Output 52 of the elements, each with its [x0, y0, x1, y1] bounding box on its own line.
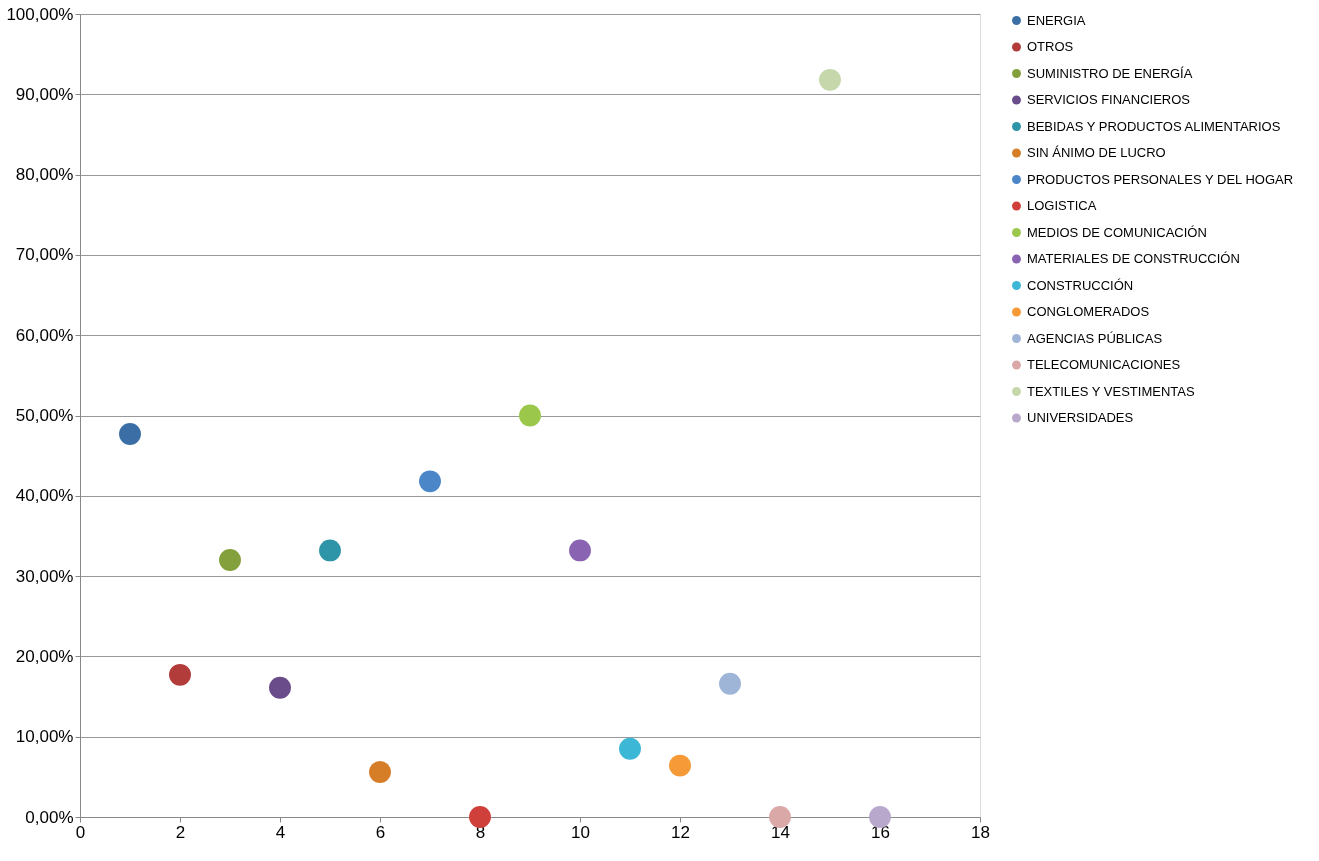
point — [319, 539, 341, 562]
legend-label: TEXTILES Y VESTIMENTAS — [1027, 383, 1195, 399]
point — [819, 68, 841, 91]
y-tick-label: 50,00% — [15, 406, 74, 425]
point — [569, 539, 591, 562]
legend-label: LOGISTICA — [1027, 198, 1097, 213]
point — [219, 549, 241, 571]
point — [719, 672, 741, 695]
point — [669, 754, 691, 777]
y-tick-label: 40,00% — [15, 486, 74, 506]
x-tick-label: 14 — [771, 822, 790, 842]
point — [619, 737, 641, 760]
point — [269, 676, 291, 699]
point — [469, 806, 491, 828]
x-tick-label: 10 — [571, 822, 590, 842]
y-tick-label: 100,00% — [6, 4, 74, 24]
legend-label: CONGLOMERADOS — [1027, 304, 1150, 319]
point — [419, 470, 441, 493]
x-tick-label: 16 — [871, 822, 890, 842]
x-tick-label: 4 — [275, 822, 286, 842]
y-tick-label: 70,00% — [15, 245, 74, 265]
legend-label: PRODUCTOS PERSONALES Y DEL HOGAR — [1027, 171, 1294, 187]
point — [869, 806, 891, 828]
legend-label: ENERGIA — [1027, 12, 1086, 28]
legend-label: MATERIALES DE CONSTRUCCIÓN — [1027, 251, 1240, 266]
legend-label: AGENCIAS PÚBLICAS — [1027, 330, 1163, 346]
x-tick-label: 0 — [75, 822, 86, 842]
legend-label: TELECOMUNICACIONES — [1027, 357, 1181, 372]
legend-label: CONSTRUCCIÓN — [1027, 277, 1134, 293]
legend-label: OTROS — [1027, 39, 1074, 54]
x-tick-label: 2 — [175, 822, 186, 842]
legend-label: MEDIOS DE COMUNICACIÓN — [1027, 224, 1207, 240]
point — [169, 663, 191, 686]
legend-label: SERVICIOS FINANCIEROS — [1027, 92, 1191, 107]
point — [119, 423, 141, 445]
x-tick-label: 18 — [971, 822, 990, 842]
x-tick-label: 12 — [671, 822, 690, 842]
y-tick-label: 90,00% — [15, 84, 74, 104]
point — [519, 404, 541, 427]
y-tick-label: 30,00% — [15, 566, 74, 586]
y-tick-label: 0,00% — [25, 807, 74, 827]
y-tick-label: 20,00% — [15, 646, 74, 666]
y-tick-label: 60,00% — [15, 325, 74, 345]
y-tick-label: 80,00% — [15, 165, 74, 185]
legend-label: BEBIDAS Y PRODUCTOS ALIMENTARIOS — [1027, 118, 1281, 134]
x-tick-label: 6 — [375, 822, 386, 842]
point — [769, 806, 791, 828]
legend-label: SUMINISTRO DE ENERGÍA — [1027, 65, 1193, 81]
point — [369, 761, 391, 783]
legend-label: SIN ÁNIMO DE LUCRO — [1027, 145, 1166, 160]
legend-label: UNIVERSIDADES — [1027, 410, 1134, 425]
y-tick-label: 10,00% — [15, 727, 74, 747]
